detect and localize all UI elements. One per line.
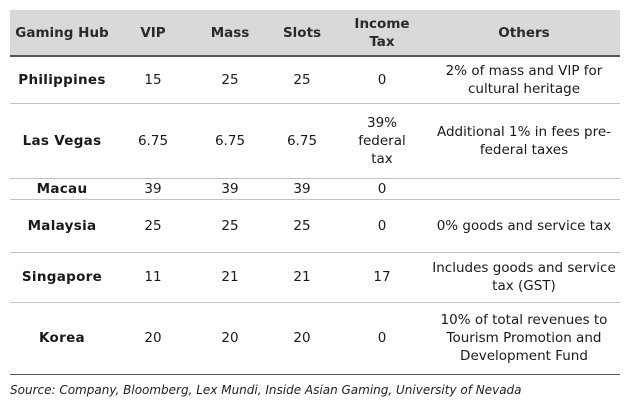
mass-cell: 39 <box>192 178 268 200</box>
mass-cell: 21 <box>192 252 268 303</box>
income-tax-cell: 0 <box>336 199 428 253</box>
table-row: Philippines 15 25 25 0 2% of mass and VI… <box>10 56 620 104</box>
slots-cell: 25 <box>268 199 336 253</box>
slots-cell: 25 <box>268 56 336 104</box>
slots-cell: 39 <box>268 178 336 200</box>
income-tax-cell: 39% federal tax <box>336 103 428 179</box>
hub-cell: Philippines <box>10 56 114 104</box>
header-mass: Mass <box>192 10 268 57</box>
slots-cell: 6.75 <box>268 103 336 179</box>
header-others: Others <box>428 10 620 57</box>
gaming-tax-table: Gaming Hub VIP Mass Slots Income Tax Oth… <box>10 10 620 375</box>
income-tax-cell: 0 <box>336 302 428 375</box>
source-note: Source: Company, Bloomberg, Lex Mundi, I… <box>10 383 522 397</box>
vip-cell: 25 <box>114 199 192 253</box>
income-tax-cell: 0 <box>336 178 428 200</box>
vip-cell: 39 <box>114 178 192 200</box>
income-tax-cell: 17 <box>336 252 428 303</box>
others-cell: Includes goods and service tax (GST) <box>428 252 620 303</box>
table-row: Macau 39 39 39 0 <box>10 178 620 200</box>
header-row: Gaming Hub VIP Mass Slots Income Tax Oth… <box>10 10 620 57</box>
table-row: Korea 20 20 20 0 10% of total revenues t… <box>10 302 620 375</box>
header-slots: Slots <box>268 10 336 57</box>
header-vip: VIP <box>114 10 192 57</box>
others-cell: Additional 1% in fees pre-federal taxes <box>428 103 620 179</box>
hub-cell: Korea <box>10 302 114 375</box>
income-tax-cell: 0 <box>336 56 428 104</box>
table-row: Malaysia 25 25 25 0 0% goods and service… <box>10 199 620 253</box>
vip-cell: 6.75 <box>114 103 192 179</box>
hub-cell: Macau <box>10 178 114 200</box>
others-cell <box>428 178 620 200</box>
vip-cell: 11 <box>114 252 192 303</box>
hub-cell: Singapore <box>10 252 114 303</box>
slots-cell: 21 <box>268 252 336 303</box>
table-row: Las Vegas 6.75 6.75 6.75 39% federal tax… <box>10 103 620 179</box>
cropped-title-strip <box>0 0 644 10</box>
hub-cell: Malaysia <box>10 199 114 253</box>
hub-cell: Las Vegas <box>10 103 114 179</box>
header-gaming-hub: Gaming Hub <box>10 10 114 57</box>
others-cell: 2% of mass and VIP for cultural heritage <box>428 56 620 104</box>
vip-cell: 20 <box>114 302 192 375</box>
header-income-tax: Income Tax <box>336 10 428 57</box>
others-cell: 10% of total revenues to Tourism Promoti… <box>428 302 620 375</box>
table-row: Singapore 11 21 21 17 Includes goods and… <box>10 252 620 303</box>
mass-cell: 25 <box>192 199 268 253</box>
mass-cell: 20 <box>192 302 268 375</box>
slots-cell: 20 <box>268 302 336 375</box>
mass-cell: 6.75 <box>192 103 268 179</box>
mass-cell: 25 <box>192 56 268 104</box>
vip-cell: 15 <box>114 56 192 104</box>
others-cell: 0% goods and service tax <box>428 199 620 253</box>
